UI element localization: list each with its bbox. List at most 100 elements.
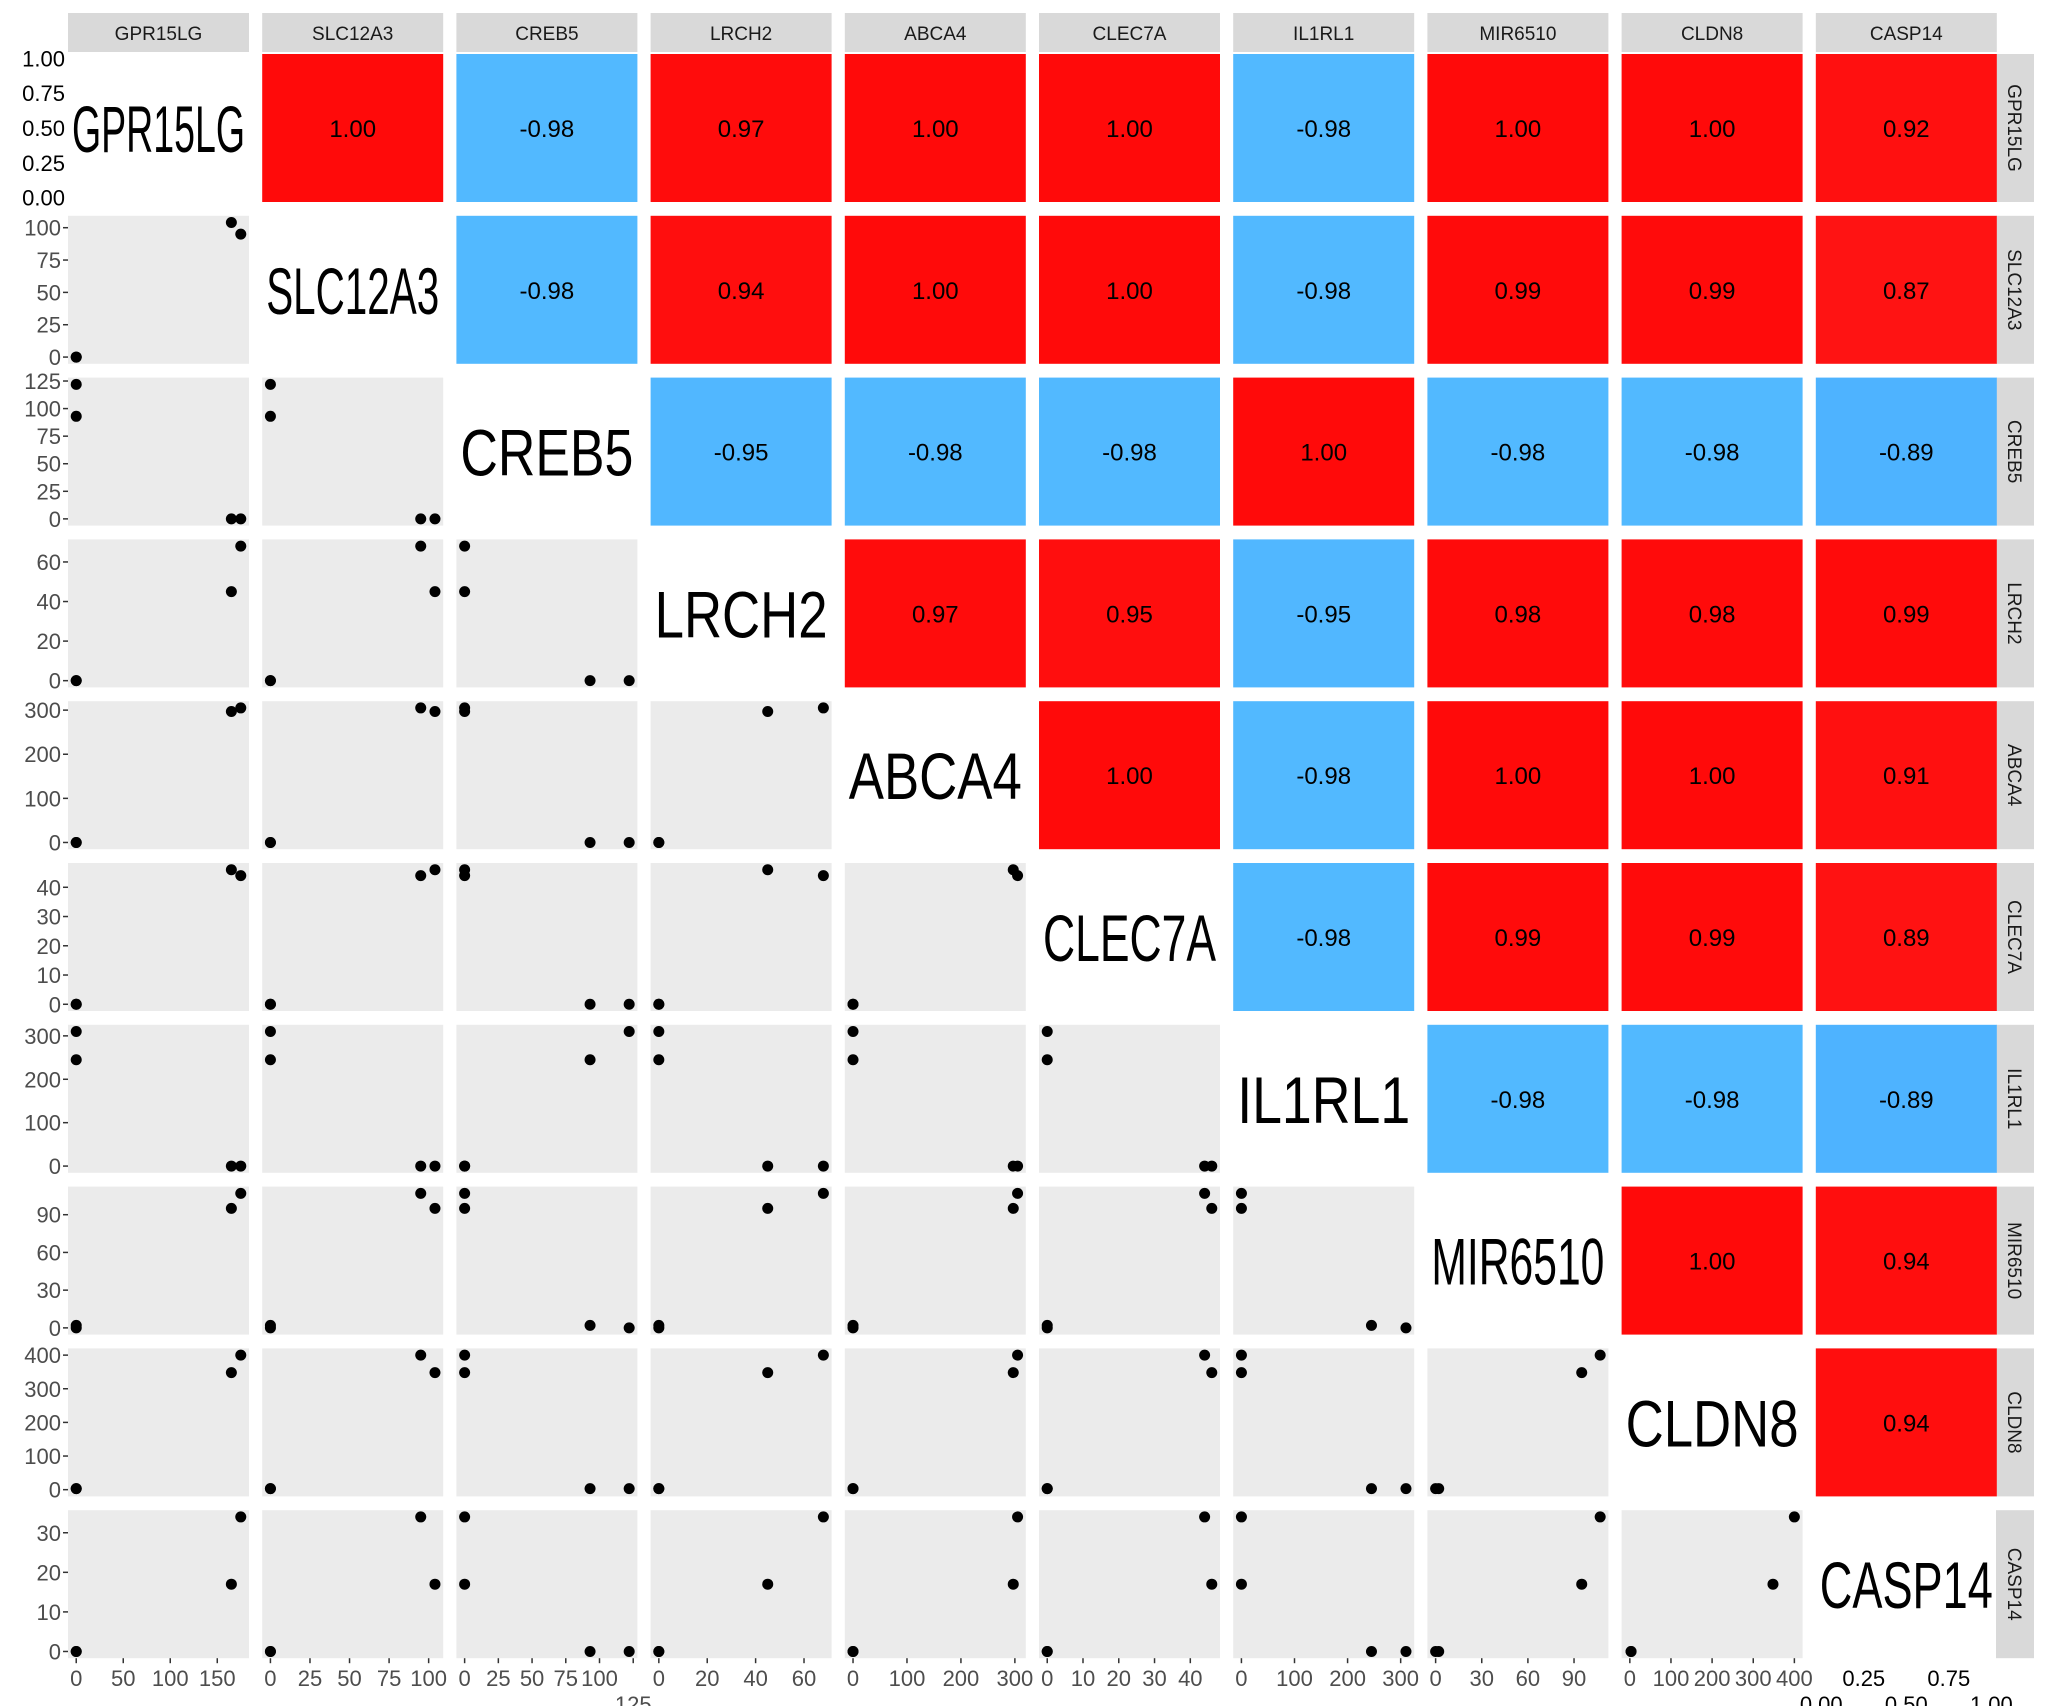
correlation-value: -0.98 [1296, 925, 1351, 952]
diag-x-tick-label: 0.50 [1885, 1692, 1928, 1706]
scatter-point [70, 1483, 82, 1495]
scatter-point [653, 1645, 665, 1657]
scatter-panel [68, 539, 249, 688]
scatter-point [235, 1349, 247, 1361]
x-tick-label: 0 [847, 1666, 859, 1691]
y-tick-label: 20 [37, 629, 61, 654]
correlation-cell [1233, 539, 1415, 688]
correlation-value: 1.00 [1106, 278, 1153, 305]
scatter-point [1235, 1578, 1247, 1590]
scatter-point [1012, 1349, 1024, 1361]
column-label-slc12a3: SLC12A3 [312, 24, 393, 45]
x-tick-label: 100 [1276, 1666, 1313, 1691]
x-tick-label: 100 [410, 1666, 447, 1691]
column-strip [1815, 13, 1997, 52]
scatter-point [1400, 1645, 1412, 1657]
scatter-panel [1039, 1510, 1220, 1659]
y-tick-label: 0 [49, 1478, 61, 1503]
row-label-mir6510: MIR6510 [2003, 1222, 2024, 1299]
scatter-panel [1039, 1348, 1220, 1497]
x-tick-label: 0 [1430, 1666, 1442, 1691]
x-tick-label: 50 [337, 1666, 361, 1691]
scatter-point [225, 1202, 237, 1214]
scatter-point [235, 870, 247, 882]
correlation-value: -0.95 [1296, 601, 1351, 628]
correlation-cell [1621, 701, 1803, 850]
correlation-value: -0.98 [520, 116, 575, 143]
scatter-point [817, 1349, 829, 1361]
x-tick-label: 75 [377, 1666, 401, 1691]
scatter-point [1235, 1367, 1247, 1379]
scatter-point [429, 705, 441, 717]
scatter-point [653, 998, 665, 1010]
correlation-cell [1039, 539, 1220, 688]
scatter-point [1007, 1202, 1019, 1214]
diagonal-label: CREB5 [460, 416, 633, 490]
column-label-cldn8: CLDN8 [1681, 24, 1743, 45]
scatter-point [847, 1319, 859, 1331]
x-tick-label: 0 [653, 1666, 665, 1691]
scatter-point [264, 675, 276, 687]
scatter-point [762, 705, 774, 717]
correlation-value: -0.98 [520, 278, 575, 305]
correlation-cell [844, 377, 1026, 526]
correlation-cell [1621, 215, 1803, 364]
scatter-point [584, 1645, 596, 1657]
correlation-cell [844, 539, 1026, 688]
scatter-point [1433, 1483, 1445, 1495]
correlation-cell [1427, 215, 1609, 364]
correlation-value: 1.00 [912, 278, 959, 305]
scatter-point [1625, 1645, 1637, 1657]
x-tick-label: 20 [695, 1666, 719, 1691]
x-tick-label: 0 [264, 1666, 276, 1691]
x-tick-label: 25 [298, 1666, 322, 1691]
x-tick-label: 100 [152, 1666, 189, 1691]
scatter-panel [650, 1510, 832, 1659]
correlation-cell [650, 215, 832, 364]
scatter-panel [650, 863, 832, 1011]
correlation-cell [1427, 1024, 1609, 1173]
correlation-cell [456, 54, 638, 202]
y-tick-label: 0 [49, 507, 61, 532]
correlation-value: 0.89 [1883, 925, 1930, 952]
column-strip [1427, 13, 1609, 52]
correlation-value: 0.94 [718, 278, 765, 305]
column-strip [1233, 13, 1415, 52]
scatter-point [70, 1026, 82, 1038]
diag-y-tick-label: 0.00 [22, 186, 65, 211]
scatter-panel [650, 1348, 832, 1497]
x-tick-label: 0 [1235, 1666, 1247, 1691]
correlation-cell [1427, 863, 1609, 1011]
correlation-cell [1039, 215, 1220, 364]
x-tick-label: 90 [1562, 1666, 1586, 1691]
scatter-point [1012, 1187, 1024, 1199]
correlation-value: -0.98 [1491, 1087, 1546, 1114]
scatter-point [415, 1349, 427, 1361]
correlation-value: -0.98 [908, 440, 963, 467]
correlation-value: -0.98 [1102, 440, 1157, 467]
diag-y-tick-label: 0.25 [22, 151, 65, 176]
scatter-point [225, 513, 237, 525]
x-tick-label: 60 [1516, 1666, 1540, 1691]
scatter-point [235, 702, 247, 714]
correlation-value: 0.97 [912, 601, 959, 628]
scatter-panel [68, 1348, 249, 1497]
scatter-point [653, 1026, 665, 1038]
scatter-point [70, 1054, 82, 1066]
correlation-cell [1815, 54, 1997, 202]
diag-x-tick-label: 1.00 [1970, 1692, 2013, 1706]
correlation-cell [1039, 701, 1220, 850]
column-label-mir6510: MIR6510 [1479, 24, 1556, 45]
x-tick-label: 30 [1470, 1666, 1494, 1691]
diagonal-label: CLDN8 [1626, 1386, 1799, 1460]
scatter-panel [262, 1024, 444, 1173]
scatter-point [264, 1483, 276, 1495]
correlation-cell [844, 215, 1026, 364]
x-tick-label: 40 [1178, 1666, 1202, 1691]
correlation-value: 0.98 [1495, 601, 1542, 628]
row-strip [1996, 54, 2034, 202]
x-tick-label: 200 [1694, 1666, 1731, 1691]
scatter-point [584, 1054, 596, 1066]
scatter-point [847, 1483, 859, 1495]
scatter-point [70, 351, 82, 363]
